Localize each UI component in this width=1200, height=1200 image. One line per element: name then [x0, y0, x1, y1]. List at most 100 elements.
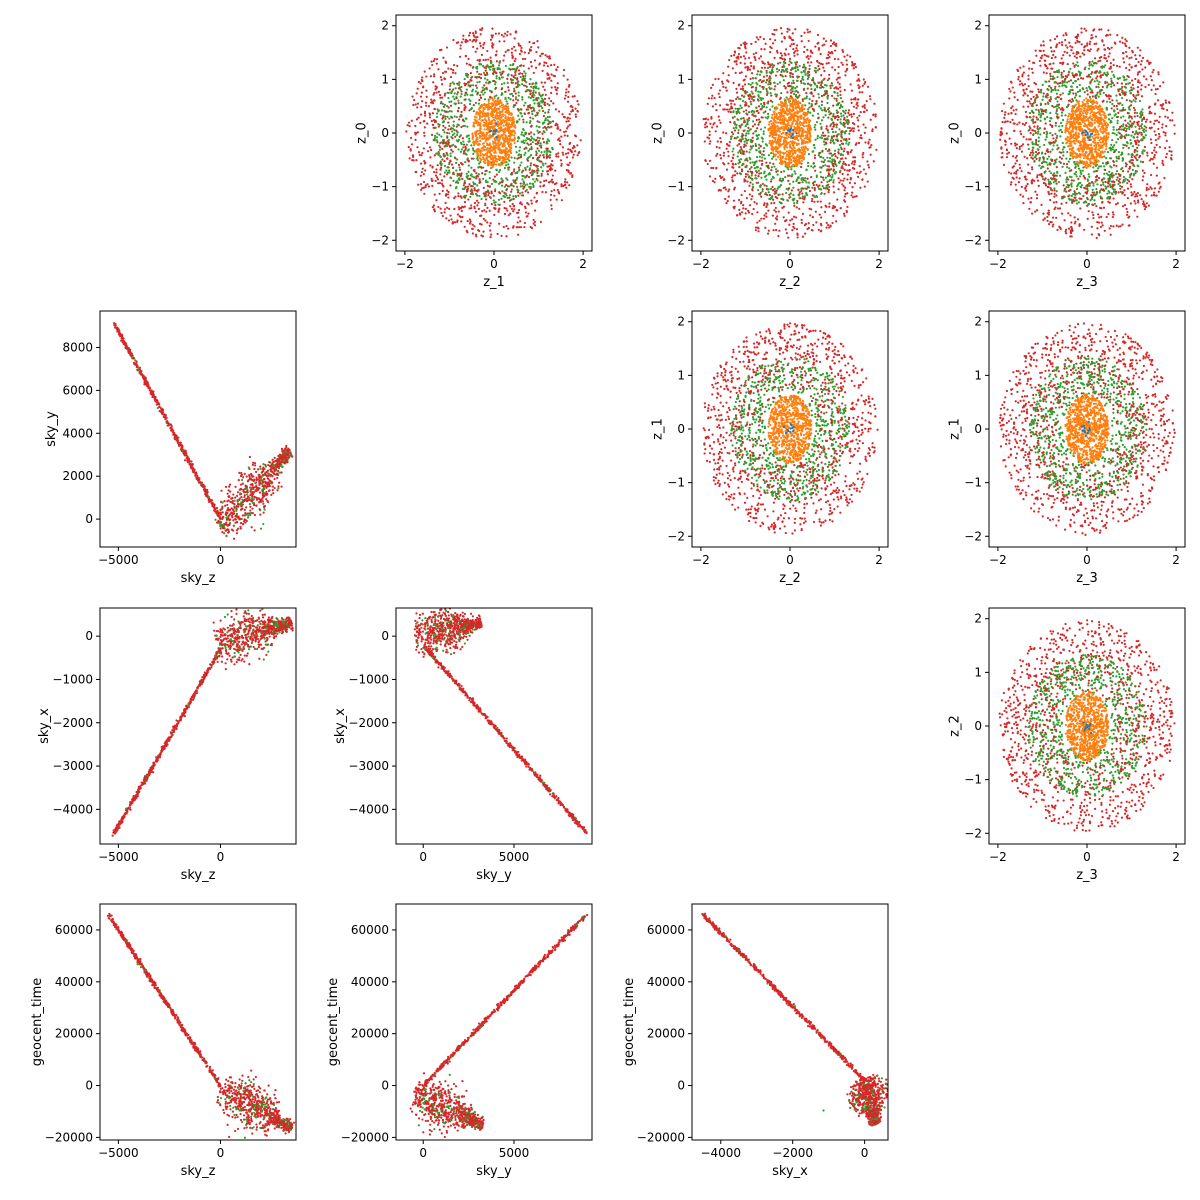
data-point — [446, 136, 449, 139]
data-point — [753, 167, 756, 170]
data-point — [837, 58, 840, 61]
data-point — [489, 222, 492, 225]
data-point — [421, 151, 424, 155]
data-point — [463, 108, 466, 112]
data-point — [472, 32, 475, 35]
data-point — [733, 115, 736, 118]
data-point — [755, 202, 758, 205]
data-point — [483, 149, 486, 152]
data-point — [503, 166, 506, 170]
data-point — [788, 28, 791, 31]
data-point — [559, 128, 562, 132]
data-point — [419, 121, 422, 124]
data-point — [450, 90, 454, 93]
data-point — [832, 168, 836, 171]
data-point — [805, 137, 808, 140]
data-point — [767, 209, 770, 212]
data-point — [846, 205, 849, 208]
data-point — [523, 147, 526, 150]
data-point — [545, 149, 548, 152]
data-point — [464, 161, 467, 164]
data-point — [744, 175, 747, 178]
data-point — [458, 172, 461, 175]
data-point — [821, 63, 824, 66]
data-point — [483, 41, 486, 45]
data-point — [465, 88, 468, 91]
data-point — [459, 150, 463, 153]
data-point — [851, 62, 854, 65]
data-point — [786, 30, 789, 33]
data-point — [752, 164, 756, 167]
data-point — [780, 109, 784, 112]
data-point — [526, 159, 530, 162]
data-point — [728, 188, 731, 191]
data-point — [735, 91, 739, 94]
data-point — [555, 68, 558, 72]
data-point — [730, 107, 733, 110]
data-point — [852, 130, 855, 133]
data-point — [854, 98, 857, 101]
data-point — [766, 193, 769, 197]
data-point — [484, 115, 487, 118]
data-point — [517, 189, 520, 192]
data-point — [813, 69, 816, 72]
data-point — [719, 157, 723, 160]
data-point — [814, 83, 817, 86]
data-point — [529, 107, 533, 110]
data-point — [521, 191, 524, 194]
data-point — [791, 73, 794, 76]
data-point — [759, 35, 762, 39]
data-point — [786, 91, 789, 94]
data-point — [494, 32, 497, 35]
data-point — [455, 125, 458, 128]
data-point — [800, 218, 803, 221]
data-point — [522, 180, 525, 183]
data-point — [754, 142, 757, 146]
data-point — [846, 115, 849, 118]
data-point — [419, 95, 423, 98]
data-point — [550, 178, 554, 181]
data-point — [430, 119, 433, 123]
data-point — [414, 133, 417, 136]
data-point — [744, 207, 747, 211]
data-point — [733, 103, 736, 106]
data-point — [779, 52, 783, 55]
data-point — [553, 188, 556, 192]
data-point — [848, 181, 852, 184]
data-point — [524, 151, 527, 154]
data-point — [732, 153, 735, 156]
data-point — [782, 205, 786, 208]
data-point — [815, 175, 818, 179]
data-point — [748, 68, 752, 71]
data-point — [843, 177, 846, 180]
data-point — [556, 138, 560, 141]
data-point — [456, 93, 459, 96]
data-point — [741, 100, 745, 103]
data-point — [506, 185, 509, 188]
data-point — [512, 99, 515, 102]
data-point — [465, 74, 468, 77]
data-point — [448, 145, 451, 148]
data-point — [504, 117, 507, 120]
data-point — [501, 145, 504, 148]
data-point — [486, 78, 489, 81]
data-point — [460, 196, 463, 199]
data-point — [468, 137, 471, 140]
data-point — [794, 90, 797, 93]
data-point — [816, 137, 819, 140]
data-point — [831, 139, 834, 143]
data-point — [755, 118, 758, 122]
data-point — [504, 160, 507, 163]
data-point — [478, 136, 482, 139]
data-point — [512, 75, 515, 79]
data-point — [519, 72, 522, 75]
data-point — [502, 144, 506, 148]
data-point — [744, 125, 747, 128]
data-point — [501, 114, 504, 118]
data-point — [473, 118, 476, 121]
data-point — [441, 214, 444, 218]
data-point — [819, 52, 822, 56]
data-point — [433, 137, 437, 140]
data-point — [544, 117, 547, 120]
data-point — [788, 143, 791, 146]
